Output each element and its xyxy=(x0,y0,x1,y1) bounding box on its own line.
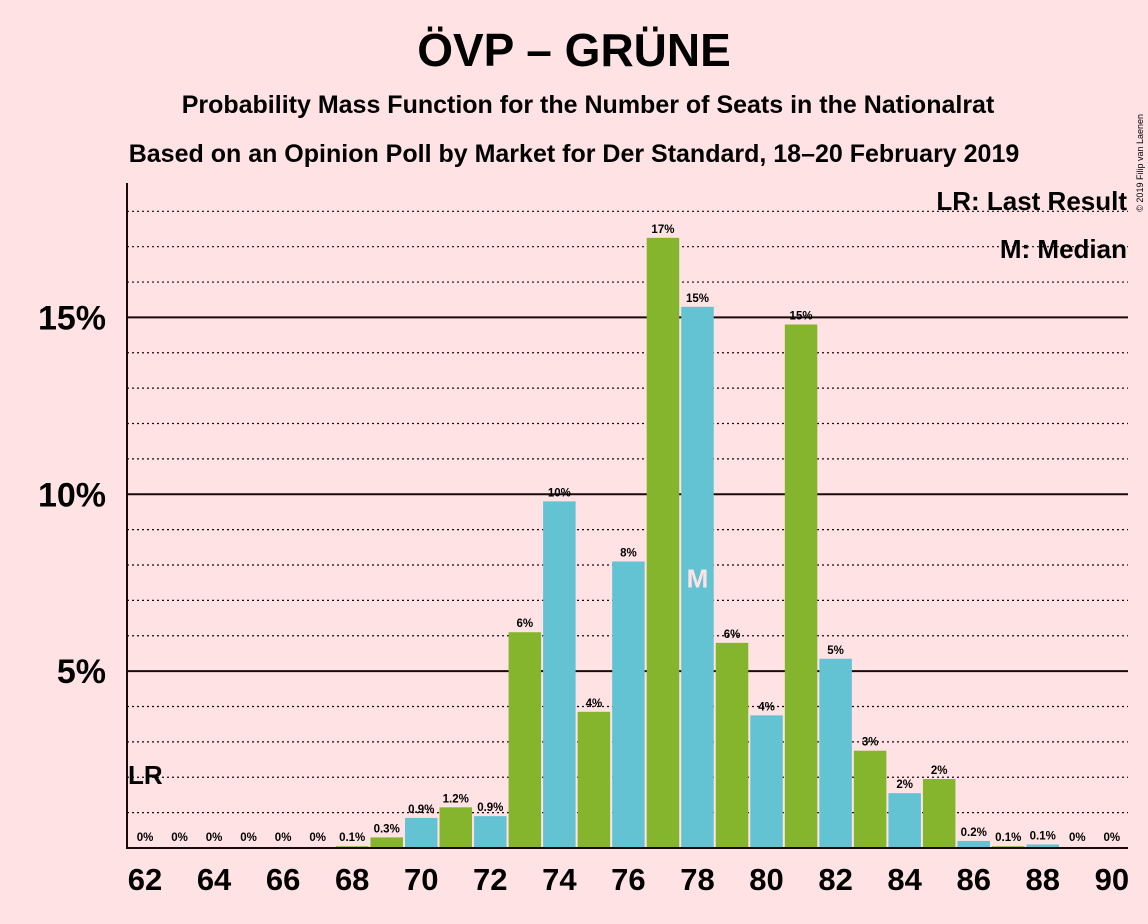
x-tick-label: 78 xyxy=(680,862,714,897)
data-label: 0.1% xyxy=(995,832,1021,844)
bar-seats-84 xyxy=(888,793,921,848)
data-label: 0% xyxy=(137,832,154,844)
bar-seats-71 xyxy=(439,807,473,848)
bar-seats-72 xyxy=(474,816,507,848)
bar-seats-76 xyxy=(612,561,645,848)
x-tick-label: 62 xyxy=(128,862,162,897)
data-label: 0% xyxy=(1069,832,1086,844)
x-tick-label: 90 xyxy=(1095,862,1129,897)
data-label: 10% xyxy=(548,487,571,499)
bar-seats-73 xyxy=(508,632,542,848)
x-tick-label: 70 xyxy=(404,862,438,897)
legend-last-result: LR: Last Result xyxy=(936,186,1127,216)
x-tick-label: 86 xyxy=(956,862,990,897)
bar-seats-83 xyxy=(853,750,887,848)
last-result-marker: LR xyxy=(128,760,163,790)
y-tick-label: 5% xyxy=(57,653,106,691)
data-label: 0% xyxy=(275,832,292,844)
data-label: 5% xyxy=(827,645,844,657)
data-label: 0% xyxy=(1104,832,1121,844)
bar-seats-82 xyxy=(819,658,852,848)
bar-seats-70 xyxy=(404,817,438,848)
median-marker: M xyxy=(687,563,709,593)
data-label: 3% xyxy=(862,737,879,749)
data-label: 15% xyxy=(790,310,813,322)
data-label: 4% xyxy=(586,698,603,710)
x-tick-label: 84 xyxy=(887,862,922,897)
data-label: 15% xyxy=(686,293,709,305)
bar-seats-85 xyxy=(922,779,956,848)
bar-seats-79 xyxy=(715,642,749,848)
x-axis-ticks: 62 64 66 68 70 72 74 76 78 80 82 84 86 88 90 xyxy=(128,862,1129,897)
chart-subtitle-poll: Based on an Opinion Poll by Market for D… xyxy=(129,140,1020,168)
data-label: 0.2% xyxy=(961,827,987,839)
x-tick-label: 76 xyxy=(611,862,645,897)
bar-seats-74 xyxy=(543,501,576,848)
x-tick-label: 66 xyxy=(266,862,300,897)
data-label: 0.1% xyxy=(339,832,365,844)
data-label: 1.2% xyxy=(443,793,469,805)
data-label: 0% xyxy=(309,832,326,844)
x-tick-label: 64 xyxy=(197,862,232,897)
data-label: 6% xyxy=(724,629,741,641)
bar-seats-75 xyxy=(577,711,611,848)
x-tick-label: 88 xyxy=(1026,862,1060,897)
bars xyxy=(335,237,1060,848)
data-label: 2% xyxy=(931,765,948,777)
x-tick-label: 82 xyxy=(818,862,852,897)
legend-median: M: Median xyxy=(1000,234,1127,264)
y-axis-ticks: 5% 10% 15% xyxy=(38,299,106,691)
data-label: 0% xyxy=(206,832,223,844)
y-tick-label: 15% xyxy=(38,299,106,337)
data-label: 0.3% xyxy=(374,823,400,835)
bar-seats-78 xyxy=(681,306,714,848)
data-label: 0.9% xyxy=(408,804,434,816)
bar-seats-80 xyxy=(750,715,783,848)
bar-seats-77 xyxy=(646,237,680,848)
data-labels: 0% 0% 0% 0% 0% 0% 0.1% 0.3% 0.9% 1.2% 0.9% 6% 10% 4% 8… xyxy=(137,224,1120,844)
data-label: 6% xyxy=(517,618,534,630)
copyright-notice: © 2019 Filip van Laenen xyxy=(1135,114,1145,212)
x-tick-label: 74 xyxy=(542,862,577,897)
chart-title: ÖVP – GRÜNE xyxy=(417,24,731,76)
data-label: 4% xyxy=(758,701,775,713)
data-label: 0.1% xyxy=(1030,830,1056,842)
data-label: 0.9% xyxy=(477,802,503,814)
chart-subtitle: Probability Mass Function for the Number… xyxy=(182,91,995,119)
bar-seats-88 xyxy=(1026,844,1060,848)
data-label: 0% xyxy=(171,832,188,844)
bar-seats-86 xyxy=(957,840,990,848)
x-tick-label: 80 xyxy=(749,862,783,897)
y-tick-label: 10% xyxy=(38,476,106,514)
bar-seats-81 xyxy=(784,324,818,848)
x-tick-label: 68 xyxy=(335,862,369,897)
data-label: 17% xyxy=(651,224,674,236)
data-label: 8% xyxy=(620,547,637,559)
x-tick-label: 72 xyxy=(473,862,507,897)
bar-seats-69 xyxy=(370,837,403,848)
data-label: 0% xyxy=(240,832,257,844)
data-label: 2% xyxy=(896,779,913,791)
